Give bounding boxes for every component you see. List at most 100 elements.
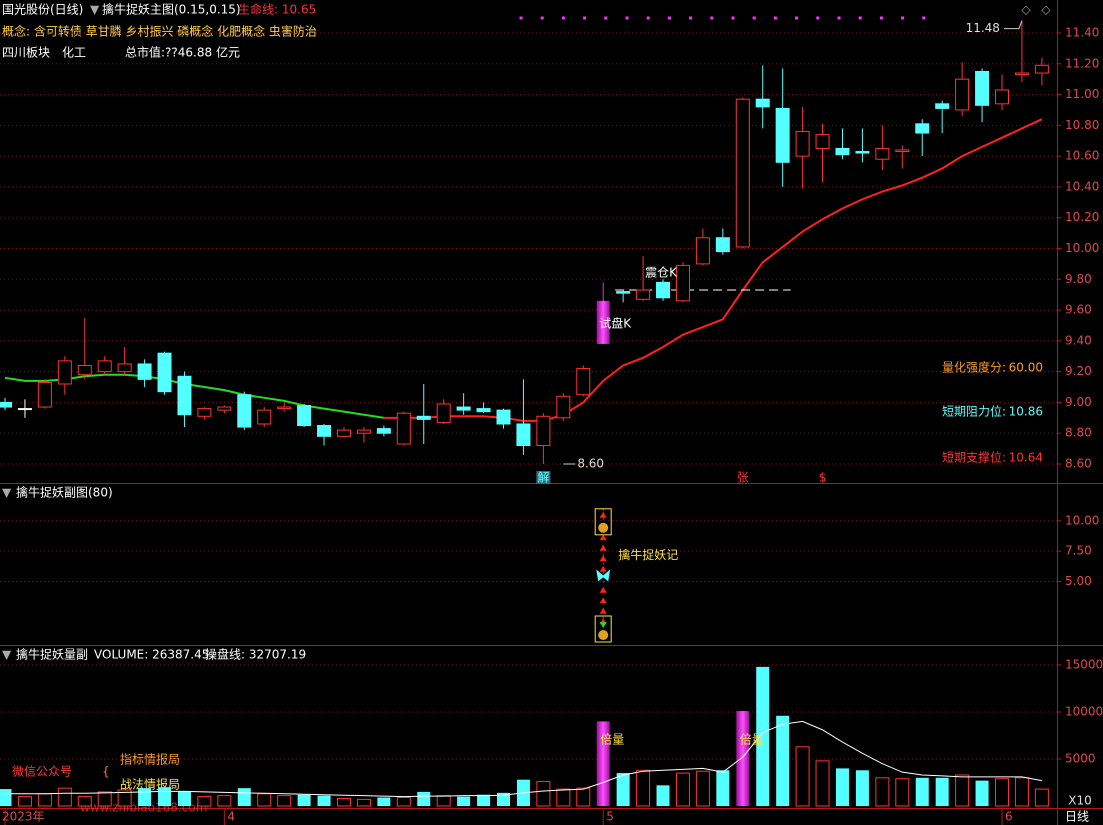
candle-body xyxy=(416,415,431,420)
candle-body xyxy=(955,78,970,111)
volume-bar xyxy=(117,789,132,807)
volume-bar xyxy=(457,796,471,806)
signal-dot xyxy=(667,16,671,20)
volume-bar xyxy=(477,794,491,806)
candle-body xyxy=(356,429,371,434)
watermark: { xyxy=(102,765,110,779)
candle-body xyxy=(157,352,172,393)
candle-body xyxy=(695,237,710,265)
volume-bar xyxy=(656,785,670,806)
candle-body xyxy=(795,131,810,157)
candle-body xyxy=(456,406,471,411)
volume-bar xyxy=(695,770,710,807)
candle-body xyxy=(117,363,132,373)
signal-arrow xyxy=(599,622,607,628)
marker: 解 xyxy=(537,471,549,485)
volume-bar xyxy=(197,796,212,807)
signal-dot xyxy=(540,16,544,20)
price-label: 8.60 xyxy=(577,457,604,471)
x-tick-label: 6 xyxy=(1005,810,1013,824)
signal-dot xyxy=(519,16,523,20)
y-tick-label: 8.80 xyxy=(1065,426,1092,440)
volume-bar xyxy=(158,787,172,806)
candle-body xyxy=(217,406,232,411)
candle-body xyxy=(37,381,52,408)
stock-name: 国光股份(日线) xyxy=(2,3,83,17)
volume-bar xyxy=(596,721,610,806)
volume-bar xyxy=(138,788,152,806)
signal-arrow xyxy=(599,565,607,572)
signal-arrow xyxy=(599,586,607,593)
butterfly xyxy=(596,569,611,582)
volume-bar xyxy=(636,769,651,807)
x-tick-label: 2023年 xyxy=(2,810,45,824)
signal-dot xyxy=(731,16,735,20)
volume-bar xyxy=(297,794,311,806)
volume-bar xyxy=(835,768,849,806)
volume-bar xyxy=(556,788,571,807)
info-value: 10.64 xyxy=(1009,451,1043,465)
candle-body xyxy=(895,149,910,153)
candle-body xyxy=(995,89,1009,105)
unit-label: X10 xyxy=(1068,794,1092,808)
volume-bar xyxy=(217,795,232,807)
candle-body xyxy=(0,401,12,408)
candle-body xyxy=(77,364,92,376)
coin-box xyxy=(594,615,612,643)
icon: ▼ xyxy=(90,3,100,17)
y-tick-label: 7.50 xyxy=(1065,544,1092,558)
candle-body xyxy=(576,368,591,396)
price-label: 11.48 xyxy=(966,21,1000,35)
candle-body xyxy=(1034,64,1049,74)
y-tick-label: 8.60 xyxy=(1065,457,1092,471)
volume-bar xyxy=(815,760,830,807)
icon: ▼ xyxy=(2,486,12,500)
volume-bar xyxy=(417,791,431,806)
volume-bar xyxy=(616,773,630,806)
candle-body xyxy=(257,409,272,425)
icon: ◇ xyxy=(1041,3,1051,17)
signal-dot xyxy=(816,16,820,20)
volume-bar xyxy=(536,781,551,807)
y-tick-label: 9.60 xyxy=(1065,303,1092,317)
signal-dot xyxy=(795,16,799,20)
volume-bar xyxy=(177,790,191,806)
volume-bar xyxy=(57,787,72,807)
signal-arrow xyxy=(599,597,607,604)
volume-bar xyxy=(257,793,272,807)
y-tick-label: 5000 xyxy=(1065,752,1096,766)
candle-body xyxy=(197,408,212,417)
y-tick-label: 10.40 xyxy=(1065,179,1099,193)
volume-bar xyxy=(356,798,371,807)
y-tick-label: 5.00 xyxy=(1065,574,1092,588)
candle-body xyxy=(17,408,32,411)
candle-body xyxy=(975,70,990,106)
sub-title: 擒牛捉妖副图(80) xyxy=(16,485,113,500)
watermark: 指标情报局 xyxy=(120,752,180,767)
volume-bar xyxy=(915,777,929,806)
candle-body xyxy=(636,289,651,300)
volume-annotation: 倍量 xyxy=(740,732,764,747)
sector: 四川板块 xyxy=(2,46,50,60)
candle-body xyxy=(735,98,750,248)
y-tick-label: 10000 xyxy=(1065,705,1103,719)
volume-bar xyxy=(377,797,391,806)
signal-dot xyxy=(625,16,629,20)
signal-dot xyxy=(773,16,777,20)
candle-body xyxy=(1014,72,1029,76)
marker: 张 xyxy=(737,471,749,485)
signal-dot xyxy=(646,16,650,20)
info-label: 量化强度分: xyxy=(942,360,1006,375)
candle-body xyxy=(875,147,890,160)
candle-body xyxy=(97,360,112,373)
candle-body xyxy=(297,405,312,427)
candle-body xyxy=(177,375,192,416)
y-tick-label: 10.20 xyxy=(1065,210,1099,224)
volume-bar xyxy=(875,777,890,807)
candle-body xyxy=(656,281,671,299)
volume-bar xyxy=(97,791,112,807)
annotation: 震仓K xyxy=(645,266,678,280)
candle-body xyxy=(755,98,770,108)
candle-body xyxy=(496,409,511,425)
